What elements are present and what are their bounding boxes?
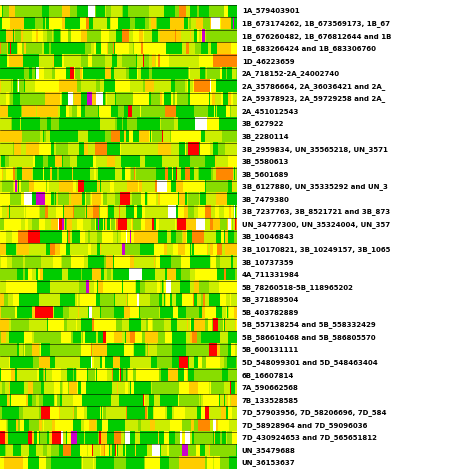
Text: 7B_133528585: 7B_133528585 — [242, 397, 299, 404]
Text: 2A_59378923, 2A_59729258 and 2A_: 2A_59378923, 2A_59729258 and 2A_ — [242, 95, 385, 102]
Text: 2A_718152-2A_24002740: 2A_718152-2A_24002740 — [242, 70, 340, 77]
Text: UN_34777300, UN_35324004, UN_357: UN_34777300, UN_35324004, UN_357 — [242, 221, 390, 228]
Text: 3B_5580613: 3B_5580613 — [242, 158, 289, 165]
Text: UN_35479688: UN_35479688 — [242, 447, 296, 454]
Text: 7A_590662568: 7A_590662568 — [242, 384, 299, 391]
Text: 5D_548099301 and 5D_548463404: 5D_548099301 and 5D_548463404 — [242, 359, 377, 366]
Text: 7D_430924653 and 7D_565651812: 7D_430924653 and 7D_565651812 — [242, 434, 377, 441]
Text: 2A_451012543: 2A_451012543 — [242, 108, 299, 115]
Text: 5B_371889504: 5B_371889504 — [242, 296, 299, 303]
Text: 1D_46223659: 1D_46223659 — [242, 58, 294, 65]
Text: 7D_58928964 and 7D_59096036: 7D_58928964 and 7D_59096036 — [242, 422, 367, 429]
Text: 6B_16607814: 6B_16607814 — [242, 372, 294, 379]
Text: 3B_5601689: 3B_5601689 — [242, 171, 289, 178]
Text: 2A_35786664, 2A_36036421 and 2A_: 2A_35786664, 2A_36036421 and 2A_ — [242, 83, 385, 90]
Text: 1A_579403901: 1A_579403901 — [242, 8, 300, 15]
Text: 1B_673174262, 1B_673569173, 1B_67: 1B_673174262, 1B_673569173, 1B_67 — [242, 20, 390, 27]
Text: 7D_57903956, 7D_58206696, 7D_584: 7D_57903956, 7D_58206696, 7D_584 — [242, 409, 386, 416]
Text: 3B_6127880, UN_35335292 and UN_3: 3B_6127880, UN_35335292 and UN_3 — [242, 183, 388, 190]
Text: 5B_78260518-5B_118965202: 5B_78260518-5B_118965202 — [242, 284, 354, 291]
Text: 3B_627922: 3B_627922 — [242, 120, 284, 128]
Text: 3B_7237763, 3B_8521721 and 3B_873: 3B_7237763, 3B_8521721 and 3B_873 — [242, 209, 390, 215]
Text: UN_36153637: UN_36153637 — [242, 459, 295, 466]
Text: 5B_586610468 and 5B_586805570: 5B_586610468 and 5B_586805570 — [242, 334, 375, 341]
Text: 5B_403782889: 5B_403782889 — [242, 309, 299, 316]
Text: 3B_10170821, 3B_10249157, 3B_1065: 3B_10170821, 3B_10249157, 3B_1065 — [242, 246, 390, 253]
Text: 3B_2959834, UN_35565218, UN_3571: 3B_2959834, UN_35565218, UN_3571 — [242, 146, 388, 153]
Text: 5B_600131111: 5B_600131111 — [242, 346, 299, 354]
Text: 4A_711331984: 4A_711331984 — [242, 271, 300, 278]
Text: 3B_2280114: 3B_2280114 — [242, 133, 289, 140]
Text: 1B_683266424 and 1B_683306760: 1B_683266424 and 1B_683306760 — [242, 45, 376, 52]
Text: 3B_10046843: 3B_10046843 — [242, 234, 294, 240]
Text: 3B_7479380: 3B_7479380 — [242, 196, 290, 203]
Text: 3B_10737359: 3B_10737359 — [242, 259, 294, 265]
Text: 5B_557138254 and 5B_558332429: 5B_557138254 and 5B_558332429 — [242, 321, 375, 328]
Text: 1B_676260482, 1B_676812644 and 1B: 1B_676260482, 1B_676812644 and 1B — [242, 33, 391, 40]
